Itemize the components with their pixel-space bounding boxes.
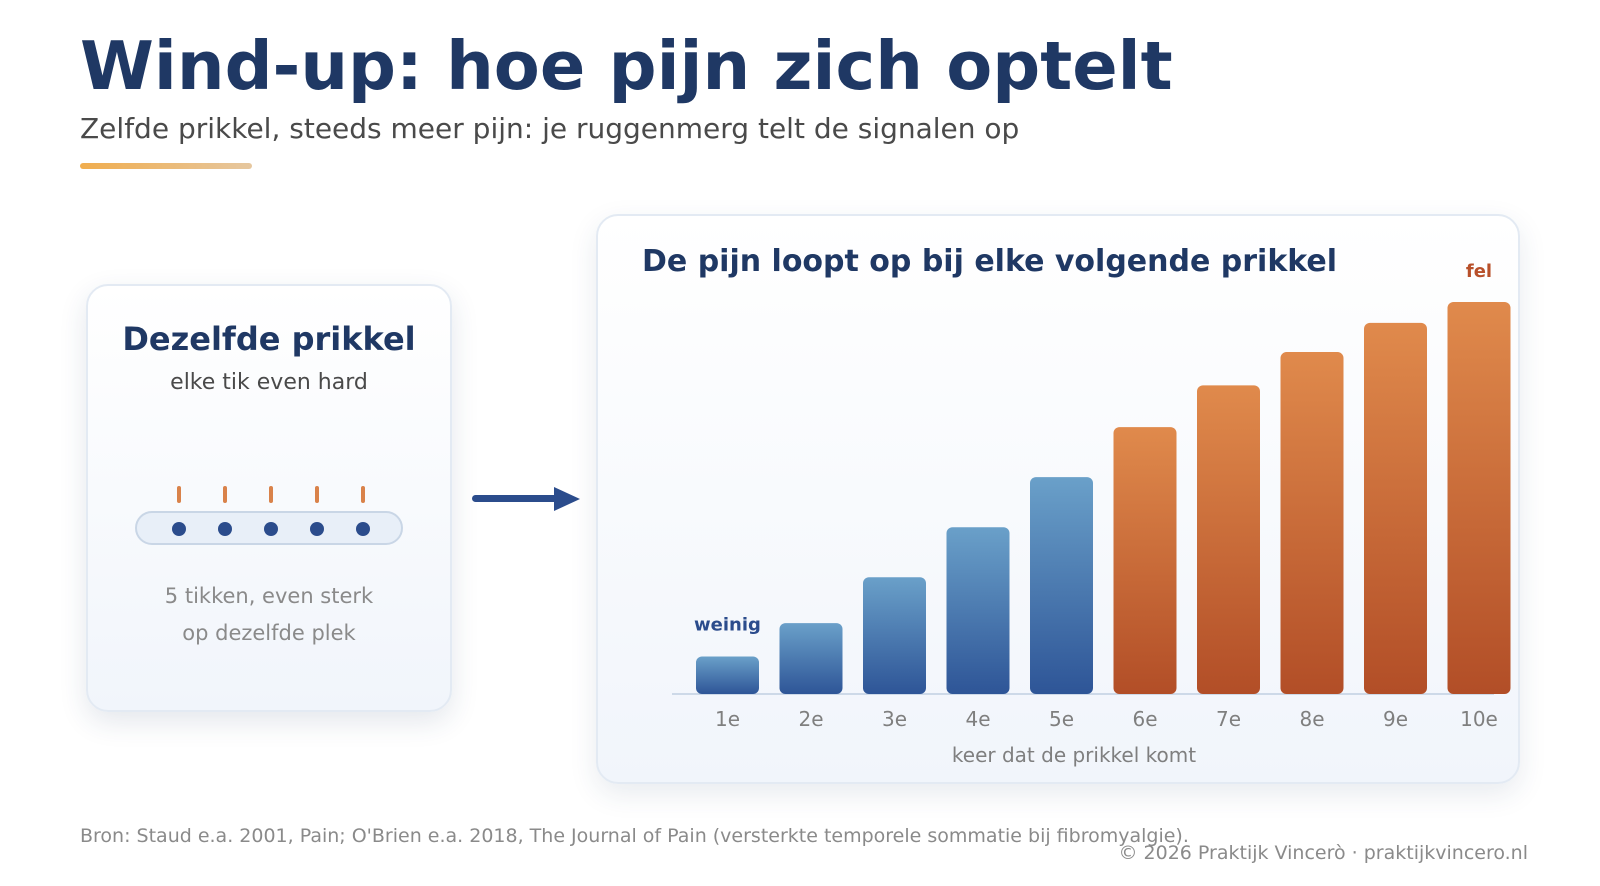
x-tick-label: 3e [882, 707, 907, 731]
tap-dot [218, 522, 232, 536]
x-tick-label: 5e [1049, 707, 1074, 731]
x-tick-label: 9e [1383, 707, 1408, 731]
tap-mark [269, 486, 273, 503]
caption-line-1: 5 tikken, even sterk [164, 584, 374, 608]
bar-4e [946, 527, 1010, 694]
bar-3e [863, 577, 926, 694]
tap-dot [356, 522, 370, 536]
annotation-high: fel [1466, 261, 1492, 282]
tap-mark [315, 486, 319, 503]
tap-mark [177, 486, 181, 503]
tap-dot [172, 522, 186, 536]
bar-chart: 1e 2e 3e 4e 5e 6e 7e 8e 9e 10e weinig fel keer dat d… [672, 261, 1511, 767]
x-tick-label: 2e [798, 707, 823, 731]
bar-2e [779, 623, 843, 694]
x-tick-label: 4e [965, 707, 990, 731]
tap-mark [223, 486, 227, 503]
tap-dot [264, 522, 278, 536]
x-axis-label: keer dat de prikkel komt [952, 743, 1196, 767]
tap-diagram [135, 486, 403, 545]
stimulus-card-caption: 5 tikken, even sterk op dezelfde plek [88, 578, 450, 652]
stimulus-card-subtitle: elke tik even hard [170, 370, 368, 395]
caption-line-2: op dezelfde plek [182, 621, 356, 645]
stimulus-card: Dezelfde prikkel elke tik even hard 5 ti… [86, 284, 452, 712]
arrow-right-icon [472, 487, 580, 511]
bar-7e [1197, 385, 1260, 694]
page-subtitle: Zelfde prikkel, steeds meer pijn: je rug… [80, 112, 1020, 145]
copyright-note: © 2026 Praktijk Vincerò · praktijkvincer… [1118, 842, 1528, 864]
accent-underline [80, 163, 252, 169]
bar-1e [696, 656, 759, 694]
x-tick-label: 1e [715, 707, 740, 731]
x-tick-label: 8e [1299, 707, 1324, 731]
bar-6e [1113, 427, 1177, 694]
bar-8e [1280, 352, 1344, 694]
x-tick-label: 10e [1460, 707, 1498, 731]
x-tick-label: 7e [1216, 707, 1241, 731]
stimulus-card-title: Dezelfde prikkel [122, 320, 416, 358]
x-tick-label: 6e [1132, 707, 1157, 731]
chart-title: De pijn loopt op bij elke volgende prikk… [642, 244, 1338, 279]
bar-10e [1447, 302, 1511, 694]
chart-card: De pijn loopt op bij elke volgende prikk… [596, 214, 1520, 784]
source-note: Bron: Staud e.a. 2001, Pain; O'Brien e.a… [80, 825, 1189, 847]
bar-5e [1030, 477, 1093, 694]
tap-dot [310, 522, 324, 536]
annotation-low: weinig [694, 614, 761, 635]
bar-9e [1364, 322, 1427, 694]
tap-mark [361, 486, 365, 503]
page-title: Wind-up: hoe pijn zich optelt [80, 27, 1173, 105]
